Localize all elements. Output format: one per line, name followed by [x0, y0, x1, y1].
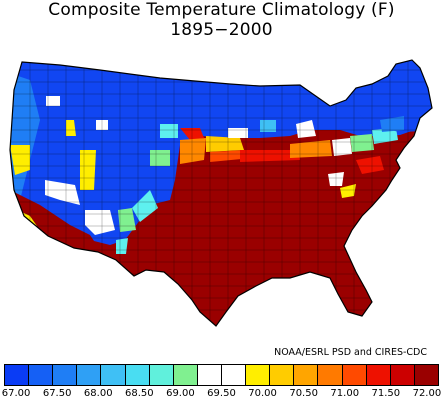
- color-scale-ticks: 67.00 67.50 68.00 68.50 69.00 69.50 70.00 70.50…: [1, 388, 442, 400]
- color-swatch: [53, 365, 78, 385]
- color-swatch: [77, 365, 102, 385]
- color-swatch: [173, 365, 198, 385]
- color-swatch: [318, 365, 343, 385]
- region-wi-white: [228, 128, 248, 138]
- data-credit: NOAA/ESRL PSD and CIRES-CDC: [274, 347, 427, 358]
- us-temperature-map: [9, 59, 433, 327]
- color-swatch: [414, 365, 438, 385]
- color-swatch: [221, 365, 247, 385]
- color-swatch: [5, 365, 30, 385]
- color-swatch: [149, 365, 174, 385]
- color-swatch: [390, 365, 415, 385]
- color-swatch: [101, 365, 126, 385]
- color-swatch: [366, 365, 391, 385]
- color-swatch: [246, 365, 271, 385]
- color-swatch: [197, 365, 222, 385]
- map-title: Composite Temperature Climatology (F) 18…: [48, 0, 395, 40]
- region-great-lakes-white: [296, 120, 316, 138]
- color-scale-tick-label: 68.00: [83, 388, 113, 399]
- color-scale-tick-label: 71.00: [330, 388, 360, 399]
- region-idaho-yellow: [66, 120, 76, 136]
- region-ca-yellow: [10, 145, 30, 175]
- color-scale-tick-label: 67.00: [1, 388, 31, 399]
- region-wyoming-cyan: [160, 124, 178, 138]
- region-illinois-red: [240, 150, 300, 162]
- region-az-cyan: [116, 238, 128, 254]
- color-scale-tick-label: 71.50: [371, 388, 401, 399]
- color-scale-tick-label: 70.50: [289, 388, 318, 399]
- region-ohio-orange: [290, 140, 332, 158]
- color-swatch: [125, 365, 150, 385]
- color-scale-tick-label: 68.50: [125, 388, 154, 399]
- region-nebraska-orange: [180, 138, 206, 164]
- region-mt-white-1: [46, 96, 60, 106]
- color-swatch: [342, 365, 367, 385]
- color-swatch: [29, 365, 54, 385]
- color-scale-bar: [4, 364, 439, 386]
- color-scale-tick-label: 67.50: [42, 388, 72, 399]
- region-nc-yellow: [340, 184, 356, 198]
- region-utah-white: [85, 210, 115, 235]
- region-iowa-gold: [206, 136, 244, 152]
- region-great-basin: [45, 180, 80, 205]
- region-southwest-hot: [10, 190, 100, 255]
- color-scale-tick-label: 70.00: [248, 388, 277, 399]
- region-mi-cyan: [260, 120, 276, 132]
- region-ne-cyan: [372, 128, 398, 144]
- region-northeast-mid: [380, 116, 404, 132]
- region-penn-green: [350, 134, 374, 152]
- region-nevada-yellow: [80, 150, 96, 190]
- color-swatch: [270, 365, 295, 385]
- region-virginia-red: [356, 156, 384, 174]
- color-scale-tick-label: 72.00: [412, 388, 442, 399]
- region-plains-yellow: [150, 150, 170, 166]
- region-ohio-white: [332, 138, 352, 156]
- color-scale-tick-label: 69.00: [166, 388, 195, 399]
- color-swatch: [294, 365, 319, 385]
- color-scale-tick-label: 69.50: [207, 388, 236, 399]
